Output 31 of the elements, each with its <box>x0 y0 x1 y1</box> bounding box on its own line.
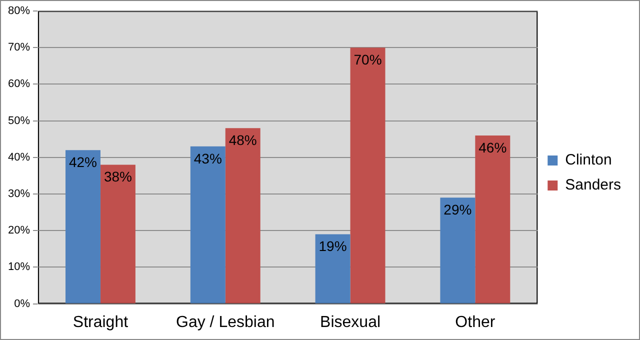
bar <box>100 164 136 304</box>
y-tick-label: 30% <box>8 188 30 200</box>
data-label: 19% <box>318 238 347 254</box>
data-label: 46% <box>478 139 507 156</box>
y-tick-label: 0% <box>14 298 30 310</box>
y-tick-label: 70% <box>8 42 30 54</box>
data-label: 48% <box>228 132 257 148</box>
bar <box>440 198 476 304</box>
bar <box>350 48 386 304</box>
bar <box>190 146 226 304</box>
legend-label: Sanders <box>565 176 622 194</box>
y-tick-label: 10% <box>8 261 30 274</box>
bar <box>315 234 350 304</box>
y-tick-label: 20% <box>8 224 30 237</box>
bar <box>225 128 260 304</box>
data-label: 70% <box>354 51 382 68</box>
x-tick-label: Gay / Lesbian <box>176 314 275 331</box>
y-tick-label: 80% <box>8 5 30 18</box>
x-tick-label: Other <box>455 314 496 331</box>
x-tick-label: Bisexual <box>320 314 381 331</box>
y-tick-label: 40% <box>8 151 30 164</box>
x-tick-label: Straight <box>72 314 129 331</box>
data-label: 43% <box>194 150 222 166</box>
bar <box>475 135 510 304</box>
data-label: 42% <box>68 154 97 170</box>
y-tick-label: 60% <box>8 78 30 90</box>
legend-label: Clinton <box>565 152 612 169</box>
bar <box>65 150 100 304</box>
data-label: 38% <box>104 168 132 185</box>
data-label: 29% <box>444 202 472 218</box>
y-tick-label: 50% <box>8 114 30 127</box>
